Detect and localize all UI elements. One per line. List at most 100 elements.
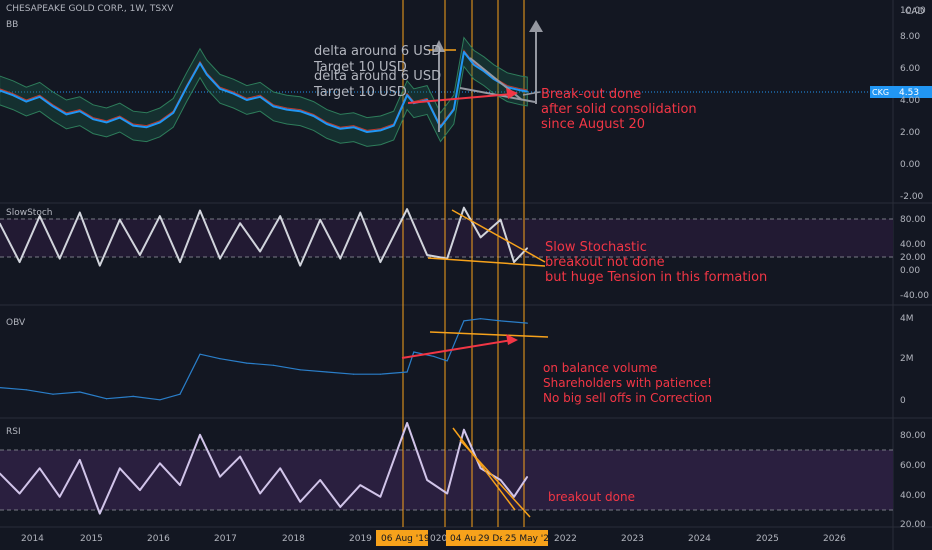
- data-point: [426, 479, 428, 481]
- price-y-tick: 10.00: [900, 6, 926, 16]
- data-point: [246, 99, 248, 101]
- data-point: [132, 125, 134, 127]
- data-point: [406, 208, 408, 210]
- red-arrow-price-head: [506, 88, 518, 99]
- data-point: [339, 258, 341, 260]
- data-point: [483, 70, 485, 72]
- date-tag-1: 06 Aug '19: [381, 534, 430, 544]
- data-point: [52, 105, 54, 107]
- anno-target-1: Target 10 USD: [313, 60, 407, 75]
- obv-series: [0, 318, 528, 401]
- anno-obv-1: on balance volume: [543, 361, 657, 375]
- data-point: [12, 94, 14, 96]
- data-point: [463, 207, 465, 209]
- data-point: [39, 96, 41, 98]
- data-point: [446, 360, 448, 362]
- data-point: [139, 489, 141, 491]
- price-y-tick: 4.00: [900, 96, 920, 106]
- data-point: [353, 126, 355, 128]
- x-tick-label: 2016: [147, 534, 170, 544]
- data-point: [179, 484, 181, 486]
- rsi-y-tick: 60.00: [900, 461, 926, 471]
- price-y-tick: 0.00: [900, 160, 920, 170]
- data-point: [299, 265, 301, 267]
- data-point: [319, 219, 321, 221]
- currency-label: CAD: [905, 7, 924, 17]
- data-point: [439, 126, 442, 128]
- date-tag-3: 29 De: [478, 534, 505, 544]
- data-point: [453, 109, 455, 111]
- data-point: [132, 395, 134, 397]
- data-point: [19, 261, 21, 263]
- x-tick-label: 2024: [688, 534, 711, 544]
- price-y-tick: 6.00: [900, 64, 920, 74]
- data-point: [172, 112, 174, 114]
- data-point: [199, 353, 201, 355]
- data-point: [259, 96, 261, 98]
- data-point: [99, 265, 101, 267]
- data-point: [65, 113, 67, 115]
- data-point: [39, 215, 41, 217]
- stoch-series: [0, 206, 529, 267]
- rsi-y-tick: 20.00: [900, 520, 926, 530]
- x-tick-label: 2018: [282, 534, 305, 544]
- price-badge-value: 4.53: [899, 88, 919, 98]
- stoch-trend-lower: [427, 257, 546, 267]
- data-point: [59, 496, 61, 498]
- data-point: [526, 322, 528, 324]
- data-point: [379, 129, 381, 131]
- data-point: [299, 369, 301, 371]
- data-point: [299, 110, 301, 112]
- data-point: [186, 86, 188, 88]
- data-point: [246, 362, 248, 364]
- date-guides: [402, 0, 525, 527]
- data-point: [473, 64, 475, 66]
- data-point: [286, 109, 288, 111]
- anno-delta-1: delta around 6 USD: [314, 44, 441, 59]
- data-point: [319, 479, 321, 481]
- data-point: [526, 90, 528, 93]
- anno-breakout-2: after solid consolidation: [541, 102, 697, 117]
- x-tick-label: 2019: [349, 534, 372, 544]
- rsi-trend-lower: [459, 439, 531, 518]
- data-point: [326, 371, 328, 373]
- rsi-y-tick: 80.00: [900, 431, 926, 441]
- data-point: [159, 215, 161, 217]
- price-y-tick: -2.00: [900, 192, 924, 202]
- bollinger-band: [0, 36, 528, 147]
- data-point: [279, 215, 281, 217]
- data-point: [480, 467, 482, 469]
- stoch-y-tick: 80.00: [900, 215, 926, 225]
- data-point: [513, 496, 515, 498]
- data-point: [339, 128, 341, 130]
- data-point: [366, 131, 368, 133]
- data-point: [279, 467, 281, 469]
- data-point: [272, 364, 275, 366]
- data-point: [500, 320, 502, 322]
- data-point: [79, 391, 81, 393]
- data-point: [119, 117, 121, 119]
- data-point: [105, 121, 108, 123]
- data-point: [92, 118, 94, 120]
- x-tick-label: 2025: [756, 534, 779, 544]
- anno-stoch-1: Slow Stochastic: [545, 240, 647, 255]
- data-point: [426, 99, 428, 101]
- obv-y-tick: 0: [900, 396, 906, 406]
- data-point: [413, 351, 415, 353]
- data-point: [463, 320, 465, 322]
- data-point: [239, 456, 241, 458]
- anno-delta-2: delta around 6 USD: [314, 69, 441, 84]
- data-point: [159, 121, 161, 123]
- grey-small-arrow: [522, 91, 541, 96]
- grey-up-arrow-1-head: [433, 40, 445, 52]
- data-point: [219, 88, 221, 90]
- data-point: [526, 476, 528, 478]
- data-point: [119, 467, 121, 469]
- data-point: [139, 254, 141, 256]
- data-point: [359, 212, 361, 214]
- data-point: [500, 219, 502, 221]
- data-point: [433, 355, 435, 357]
- data-point: [406, 422, 408, 424]
- red-arrow-obv-head: [506, 334, 518, 345]
